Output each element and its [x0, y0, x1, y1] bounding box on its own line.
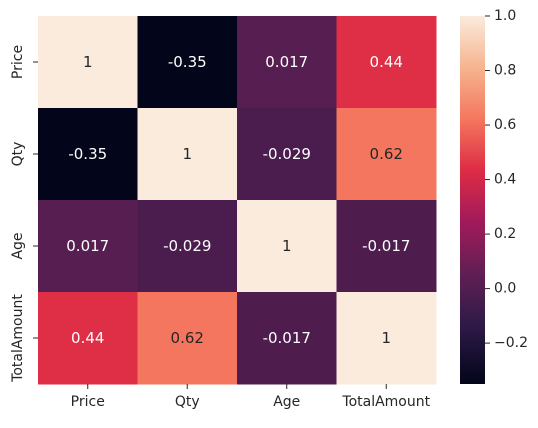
cell-annotation: -0.029 — [263, 145, 311, 163]
colorbar-tick-label: 0.6 — [494, 117, 516, 133]
cell-annotation: -0.35 — [168, 53, 207, 71]
heatmap-cell — [38, 292, 138, 385]
heatmap-cell — [137, 16, 238, 109]
cell-annotation: 0.44 — [370, 53, 403, 71]
cell-annotation: -0.35 — [68, 145, 107, 163]
heatmap-cell — [336, 200, 437, 293]
heatmap-cell — [237, 292, 337, 385]
colorbar-tick-label: 0.8 — [494, 63, 516, 79]
heatmap-cell — [137, 200, 238, 293]
x-tick-label: Qty — [175, 394, 200, 410]
y-axis: Price Qty Age TotalAmount — [10, 45, 38, 383]
heatmap-cell — [237, 200, 337, 293]
x-axis: Price Qty Age TotalAmount — [71, 384, 431, 410]
x-tick-label: Age — [273, 394, 300, 410]
heatmap-cell — [336, 292, 437, 385]
heatmap-cell — [237, 108, 337, 201]
cell-annotation: 0.017 — [265, 53, 308, 71]
y-tick-label: TotalAmount — [10, 294, 26, 383]
heatmap-cell — [137, 292, 238, 385]
heatmap-cell — [237, 16, 337, 109]
heatmap-cell — [137, 108, 238, 201]
colorbar: 1.0 0.8 0.6 0.4 0.2 0.0 −0.2 — [460, 8, 528, 384]
cell-annotation: -0.017 — [362, 237, 410, 255]
heatmap-cell — [38, 108, 138, 201]
heatmap-cell — [38, 200, 138, 293]
x-tick-label: Price — [71, 394, 105, 410]
y-tick-label: Age — [10, 232, 26, 259]
cell-annotation: 0.017 — [66, 237, 109, 255]
colorbar-tick-label: −0.2 — [494, 335, 528, 351]
cell-annotation: 1 — [381, 329, 391, 347]
cell-annotation: 1 — [282, 237, 292, 255]
heatmap-annotations: 1 -0.35 0.017 0.44 -0.35 1 -0.029 0.62 0.017 -0.0… — [66, 53, 410, 347]
colorbar-tick-label: 0.0 — [494, 281, 516, 297]
heatmap-cell — [336, 16, 437, 109]
colorbar-tick-label: 0.2 — [494, 226, 516, 242]
cell-annotation: 1 — [182, 145, 192, 163]
cell-annotation: 0.62 — [171, 329, 204, 347]
colorbar-tick-label: 1.0 — [494, 8, 516, 24]
cell-annotation: 1 — [83, 53, 93, 71]
cell-annotation: -0.017 — [263, 329, 311, 347]
y-tick-label: Qty — [10, 142, 26, 167]
heatmap-cell — [38, 16, 138, 109]
colorbar-tick-label: 0.4 — [494, 172, 516, 188]
x-tick-label: TotalAmount — [341, 394, 430, 410]
colorbar-gradient — [460, 16, 485, 384]
heatmap-cell — [336, 108, 437, 201]
y-tick-label: Price — [10, 45, 26, 79]
cell-annotation: 0.44 — [71, 329, 104, 347]
heatmap-cells — [38, 16, 437, 385]
cell-annotation: 0.62 — [370, 145, 403, 163]
cell-annotation: -0.029 — [163, 237, 211, 255]
